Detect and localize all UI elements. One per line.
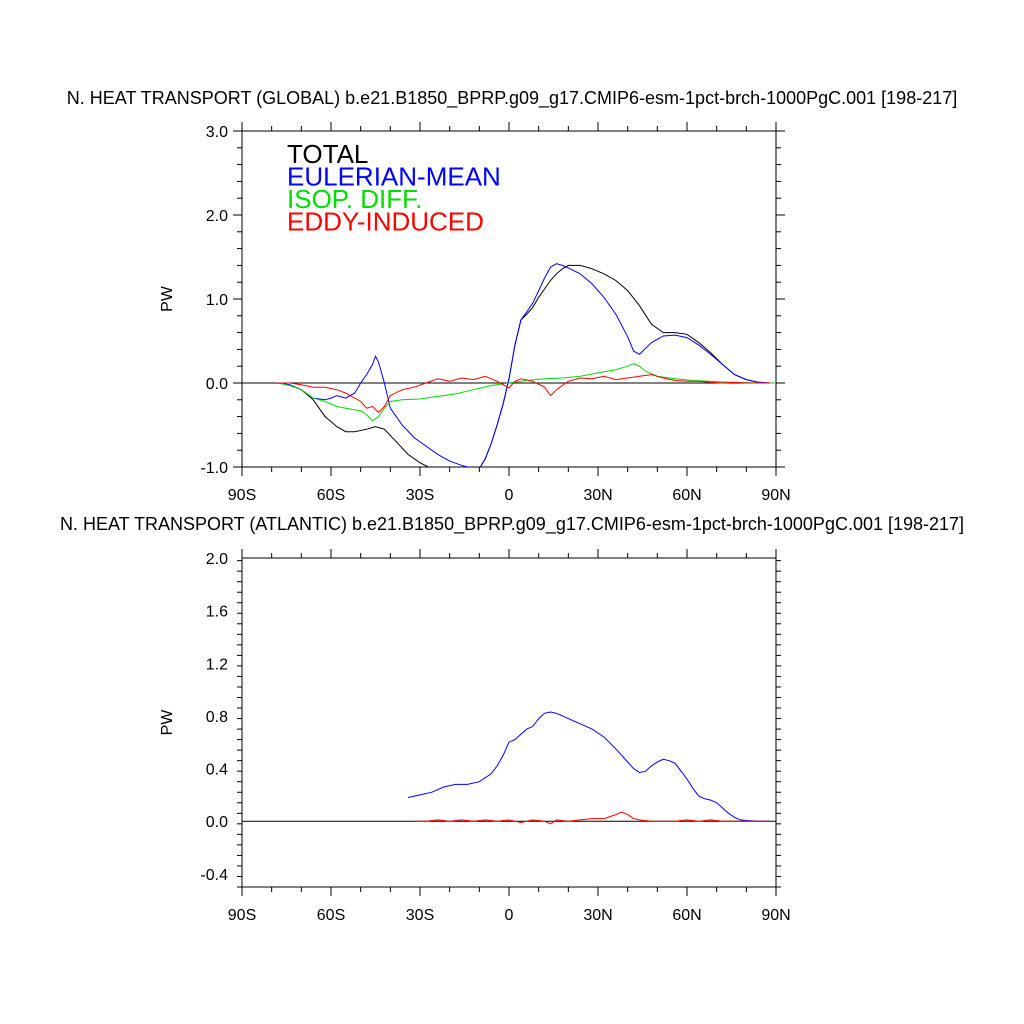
global-y-axis-label: PW bbox=[159, 285, 176, 312]
atlantic-plot: N. HEAT TRANSPORT (ATLANTIC) b.e21.B1850… bbox=[60, 514, 964, 924]
atlantic-y-axis-label: PW bbox=[159, 709, 176, 736]
y-tick-label: -1.0 bbox=[200, 460, 228, 477]
global-plot: N. HEAT TRANSPORT (GLOBAL) b.e21.B1850_B… bbox=[67, 88, 957, 504]
x-tick-label: 90S bbox=[228, 907, 256, 924]
x-tick-label: 60N bbox=[672, 907, 701, 924]
y-tick-label: 1.0 bbox=[206, 292, 228, 309]
series-line-isop-diff bbox=[277, 363, 776, 422]
x-tick-label: 60S bbox=[317, 487, 345, 504]
y-tick-label: 0.0 bbox=[206, 814, 228, 831]
x-tick-label: 60S bbox=[317, 907, 345, 924]
legend-entry: EULERIAN-MEAN bbox=[287, 162, 501, 192]
series-line-eddy-induced bbox=[414, 811, 771, 825]
x-tick-label: 30S bbox=[406, 907, 434, 924]
legend-entry: TOTAL bbox=[287, 139, 368, 169]
y-tick-label: 2.0 bbox=[206, 551, 228, 568]
global-chart-title: N. HEAT TRANSPORT (GLOBAL) b.e21.B1850_B… bbox=[67, 88, 957, 109]
x-tick-label: 90N bbox=[761, 907, 790, 924]
x-tick-label: 30S bbox=[406, 487, 434, 504]
y-tick-label: 3.0 bbox=[206, 124, 228, 141]
atlantic-plot-frame bbox=[241, 557, 777, 888]
atlantic-chart-title: N. HEAT TRANSPORT (ATLANTIC) b.e21.B1850… bbox=[60, 514, 964, 535]
y-tick-label: 1.2 bbox=[206, 656, 228, 673]
y-tick-label: -0.4 bbox=[200, 867, 228, 884]
series-line-eulerian-mean bbox=[277, 263, 771, 467]
x-tick-label: 60N bbox=[672, 487, 701, 504]
series-line-eulerian-mean bbox=[407, 711, 771, 822]
y-tick-label: 0.4 bbox=[206, 762, 228, 779]
x-tick-label: 90S bbox=[228, 487, 256, 504]
y-tick-label: 0.8 bbox=[206, 709, 228, 726]
x-tick-label: 0 bbox=[505, 487, 514, 504]
x-tick-label: 0 bbox=[505, 907, 514, 924]
x-tick-label: 30N bbox=[583, 907, 612, 924]
y-tick-label: 2.0 bbox=[206, 208, 228, 225]
x-tick-label: 30N bbox=[583, 487, 612, 504]
legend-entry: EDDY-INDUCED bbox=[287, 207, 484, 237]
series-line-eddy-induced bbox=[277, 374, 771, 414]
y-tick-label: 1.6 bbox=[206, 604, 228, 621]
series-line-total bbox=[277, 264, 771, 467]
y-tick-label: 0.0 bbox=[206, 376, 228, 393]
x-tick-label: 90N bbox=[761, 487, 790, 504]
legend-entry: ISOP. DIFF. bbox=[287, 184, 422, 214]
